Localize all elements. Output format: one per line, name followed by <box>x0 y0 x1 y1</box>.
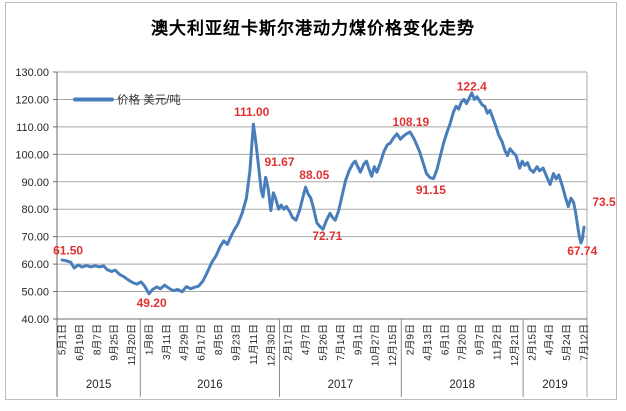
y-axis-label: 120.00 <box>15 94 49 106</box>
y-axis-label: 50.00 <box>21 287 49 299</box>
y-axis-label: 100.00 <box>15 149 49 161</box>
chart-border <box>5 2 617 400</box>
x-axis-year-label: 2019 <box>542 379 568 391</box>
y-axis-label: 130.00 <box>15 67 49 79</box>
x-axis-date-label: 7月20日 <box>457 324 469 361</box>
y-axis-label: 90.00 <box>21 177 49 189</box>
data-label-88.05: 88.05 <box>299 168 329 182</box>
y-axis-label: 80.00 <box>21 204 49 216</box>
x-axis-date-label: 7月12日 <box>579 324 591 361</box>
x-axis-date-label: 2月17日 <box>283 324 295 361</box>
x-axis-date-label: 9月1日 <box>352 324 364 355</box>
x-axis-date-label: 11月11日 <box>248 324 260 365</box>
x-axis-date-label: 6月19日 <box>74 324 86 361</box>
x-axis-date-label: 9月25日 <box>109 324 121 361</box>
x-axis-date-label: 4月7日 <box>300 324 312 355</box>
data-label-122.4: 122.4 <box>457 79 487 93</box>
x-axis-date-label: 5月1日 <box>57 324 69 355</box>
x-axis-date-label: 6月1日 <box>439 324 451 355</box>
x-axis-date-label: 9月7日 <box>474 324 486 355</box>
y-axis-label: 70.00 <box>21 232 49 244</box>
data-label-91.67: 91.67 <box>264 155 294 169</box>
legend-label: 价格 美元/吨 <box>117 93 181 107</box>
data-label-67.74: 67.74 <box>567 244 597 258</box>
x-axis-date-label: 4月29日 <box>178 324 190 361</box>
x-axis-date-label: 12月15日 <box>387 324 399 366</box>
data-label-49.20: 49.20 <box>137 296 167 310</box>
x-axis-date-label: 4月13日 <box>422 324 434 361</box>
x-axis-year-label: 2015 <box>86 379 112 391</box>
data-label-61.50: 61.50 <box>53 243 83 257</box>
x-axis-date-label: 9月23日 <box>231 324 243 361</box>
x-axis-date-label: 5月26日 <box>318 324 330 361</box>
x-axis-date-label: 6月17日 <box>196 324 208 361</box>
x-axis-year-label: 2016 <box>197 379 223 391</box>
x-axis-date-label: 2月15日 <box>526 324 538 361</box>
x-axis-date-label: 5月24日 <box>561 324 573 361</box>
x-axis-date-label: 8月7日 <box>91 324 103 355</box>
x-axis-date-label: 8月5日 <box>213 324 225 355</box>
x-axis-date-label: 3月11日 <box>161 324 173 360</box>
y-axis-label: 40.00 <box>21 314 49 326</box>
x-axis-date-label: 11月20日 <box>126 324 138 366</box>
x-axis-year-label: 2017 <box>328 379 354 391</box>
x-axis-date-label: 4月4日 <box>544 324 556 355</box>
data-label-72.71: 72.71 <box>312 229 342 243</box>
data-label-91.15: 91.15 <box>416 183 446 197</box>
y-axis-label: 60.00 <box>21 259 49 271</box>
x-axis-date-label: 1月8日 <box>144 324 156 355</box>
data-label-111.00: 111.00 <box>234 105 270 119</box>
data-label-73.5: 73.5 <box>592 195 616 209</box>
x-axis-year-label: 2018 <box>449 379 475 391</box>
x-axis-date-label: 7月14日 <box>335 324 347 361</box>
x-axis-date-label: 10月27日 <box>370 324 382 366</box>
x-axis-date-label: 11月2日 <box>492 324 504 360</box>
x-axis-date-label: 12月21日 <box>509 324 521 366</box>
price-line-series <box>60 91 586 296</box>
x-axis-date-label: 2月9日 <box>405 324 417 355</box>
data-label-108.19: 108.19 <box>393 115 430 129</box>
y-axis-label: 110.00 <box>16 122 49 134</box>
x-axis-date-label: 12月30日 <box>265 324 277 366</box>
chart-title: 澳大利亚纽卡斯尔港动力煤价格变化走势 <box>151 19 475 38</box>
